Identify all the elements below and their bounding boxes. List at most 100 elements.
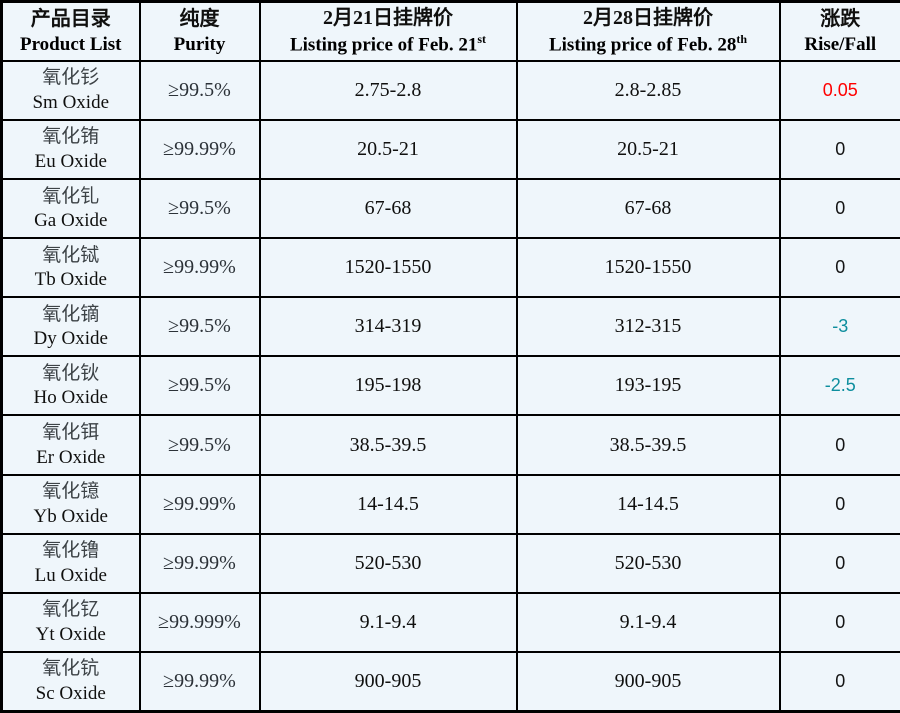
purity-cell: ≥99.99%	[138, 237, 261, 299]
feb21-price-cell: 20.5-21	[258, 119, 518, 181]
feb28-price-cell: 193-195	[515, 355, 781, 417]
header-product-list: 产品目录 Product List	[0, 0, 141, 63]
feb21-price-cell: 314-319	[258, 296, 518, 358]
header-rise-fall-zh: 涨跌	[820, 7, 861, 30]
rise-fall-cell: 0	[778, 591, 900, 653]
product-name-zh: 氧化钪	[42, 658, 100, 680]
rise-fall-cell: 0	[778, 237, 900, 299]
rise-fall-cell: 0	[778, 178, 900, 240]
header-purity: 纯度 Purity	[138, 0, 261, 63]
feb28-price-cell: 14-14.5	[515, 473, 781, 535]
feb28-superscript: th	[736, 32, 748, 46]
feb28-price-cell: 9.1-9.4	[515, 591, 781, 653]
product-name-en: Sc Oxide	[35, 682, 106, 704]
table-row: 氧化铽 Tb Oxide ≥99.99% 1520-1550 1520-1550…	[0, 237, 900, 299]
header-feb21-price-zh: 2月21日挂牌价	[323, 7, 453, 29]
product-cell: 氧化镱 Yb Oxide	[0, 473, 141, 535]
feb21-price-cell: 1520-1550	[258, 237, 518, 299]
product-cell: 氧化钬 Ho Oxide	[0, 355, 141, 417]
product-cell: 氧化钐 Sm Oxide	[0, 60, 141, 122]
product-name-en: Dy Oxide	[33, 328, 108, 350]
purity-cell: ≥99.99%	[138, 473, 261, 535]
header-feb21-price-en: Listing price of Feb. 21st	[289, 32, 487, 56]
header-feb21-price: 2月21日挂牌价 Listing price of Feb. 21st	[258, 0, 518, 63]
rise-fall-cell: 0	[778, 414, 900, 476]
feb21-price-cell: 520-530	[258, 532, 518, 594]
header-feb28-price-zh: 2月28日挂牌价	[583, 7, 713, 29]
product-name-en: Er Oxide	[36, 446, 106, 468]
product-name-zh: 氧化镥	[42, 540, 100, 562]
rise-fall-cell: -3	[778, 296, 900, 358]
purity-cell: ≥99.99%	[138, 119, 261, 181]
table-row: 氧化钬 Ho Oxide ≥99.5% 195-198 193-195 -2.5	[0, 355, 900, 417]
rise-fall-cell: 0	[778, 119, 900, 181]
purity-cell: ≥99.99%	[138, 532, 261, 594]
product-name-en: Ga Oxide	[34, 210, 108, 232]
header-rise-fall: 涨跌 Rise/Fall	[778, 0, 900, 63]
feb28-price-cell: 520-530	[515, 532, 781, 594]
product-name-en: Sm Oxide	[32, 92, 110, 114]
product-name-en: Ho Oxide	[33, 387, 108, 409]
feb21-price-cell: 14-14.5	[258, 473, 518, 535]
product-cell: 氧化钪 Sc Oxide	[0, 650, 141, 713]
table-row: 氧化铒 Er Oxide ≥99.5% 38.5-39.5 38.5-39.5 …	[0, 414, 900, 476]
table-body: 氧化钐 Sm Oxide ≥99.5% 2.75-2.8 2.8-2.85 0.…	[0, 60, 900, 713]
feb28-price-cell: 38.5-39.5	[515, 414, 781, 476]
feb28-price-cell: 312-315	[515, 296, 781, 358]
purity-cell: ≥99.5%	[138, 355, 261, 417]
product-cell: 氧化镝 Dy Oxide	[0, 296, 141, 358]
product-cell: 氧化铕 Eu Oxide	[0, 119, 141, 181]
table-row: 氧化镱 Yb Oxide ≥99.99% 14-14.5 14-14.5 0	[0, 473, 900, 535]
rise-fall-cell: 0	[778, 532, 900, 594]
table-row: 氧化镝 Dy Oxide ≥99.5% 314-319 312-315 -3	[0, 296, 900, 358]
table-row: 氧化钐 Sm Oxide ≥99.5% 2.75-2.8 2.8-2.85 0.…	[0, 60, 900, 122]
table-row: 氧化镥 Lu Oxide ≥99.99% 520-530 520-530 0	[0, 532, 900, 594]
header-purity-zh: 纯度	[179, 7, 220, 30]
feb21-price-cell: 900-905	[258, 650, 518, 713]
feb21-price-cell: 195-198	[258, 355, 518, 417]
table-row: 氧化铕 Eu Oxide ≥99.99% 20.5-21 20.5-21 0	[0, 119, 900, 181]
product-name-zh: 氧化钇	[42, 599, 100, 621]
table-row: 氧化钆 Ga Oxide ≥99.5% 67-68 67-68 0	[0, 178, 900, 240]
product-name-en: Tb Oxide	[34, 269, 107, 291]
product-name-zh: 氧化铒	[42, 421, 100, 443]
rise-fall-cell: 0	[778, 650, 900, 713]
feb28-price-cell: 20.5-21	[515, 119, 781, 181]
purity-cell: ≥99.99%	[138, 650, 261, 713]
product-name-zh: 氧化钬	[42, 362, 100, 384]
product-name-zh: 氧化镝	[42, 303, 100, 325]
product-name-en: Lu Oxide	[34, 564, 107, 586]
purity-cell: ≥99.5%	[138, 60, 261, 122]
product-cell: 氧化钆 Ga Oxide	[0, 178, 141, 240]
product-name-en: Yt Oxide	[35, 623, 106, 645]
rise-fall-cell: 0	[778, 473, 900, 535]
table-row: 氧化钪 Sc Oxide ≥99.99% 900-905 900-905 0	[0, 650, 900, 713]
purity-cell: ≥99.5%	[138, 296, 261, 358]
feb21-price-cell: 9.1-9.4	[258, 591, 518, 653]
product-name-zh: 氧化铕	[42, 126, 100, 148]
feb28-price-cell: 1520-1550	[515, 237, 781, 299]
feb21-price-cell: 67-68	[258, 178, 518, 240]
product-name-zh: 氧化铽	[42, 244, 100, 266]
rise-fall-cell: 0.05	[778, 60, 900, 122]
product-name-en: Yb Oxide	[33, 505, 108, 527]
header-product-list-zh: 产品目录	[30, 7, 111, 30]
header-feb28-price: 2月28日挂牌价 Listing price of Feb. 28th	[515, 0, 781, 63]
product-name-zh: 氧化镱	[42, 480, 100, 502]
product-name-en: Eu Oxide	[34, 151, 107, 173]
purity-cell: ≥99.999%	[138, 591, 261, 653]
rise-fall-cell: -2.5	[778, 355, 900, 417]
header-rise-fall-en: Rise/Fall	[804, 33, 877, 55]
feb28-price-cell: 2.8-2.85	[515, 60, 781, 122]
feb28-price-cell: 900-905	[515, 650, 781, 713]
product-cell: 氧化铒 Er Oxide	[0, 414, 141, 476]
product-cell: 氧化铽 Tb Oxide	[0, 237, 141, 299]
product-cell: 氧化钇 Yt Oxide	[0, 591, 141, 653]
product-name-zh: 氧化钐	[42, 67, 100, 89]
purity-cell: ≥99.5%	[138, 178, 261, 240]
purity-cell: ≥99.5%	[138, 414, 261, 476]
feb21-superscript: st	[477, 32, 487, 46]
header-product-list-en: Product List	[19, 33, 122, 55]
product-name-zh: 氧化钆	[42, 185, 100, 207]
